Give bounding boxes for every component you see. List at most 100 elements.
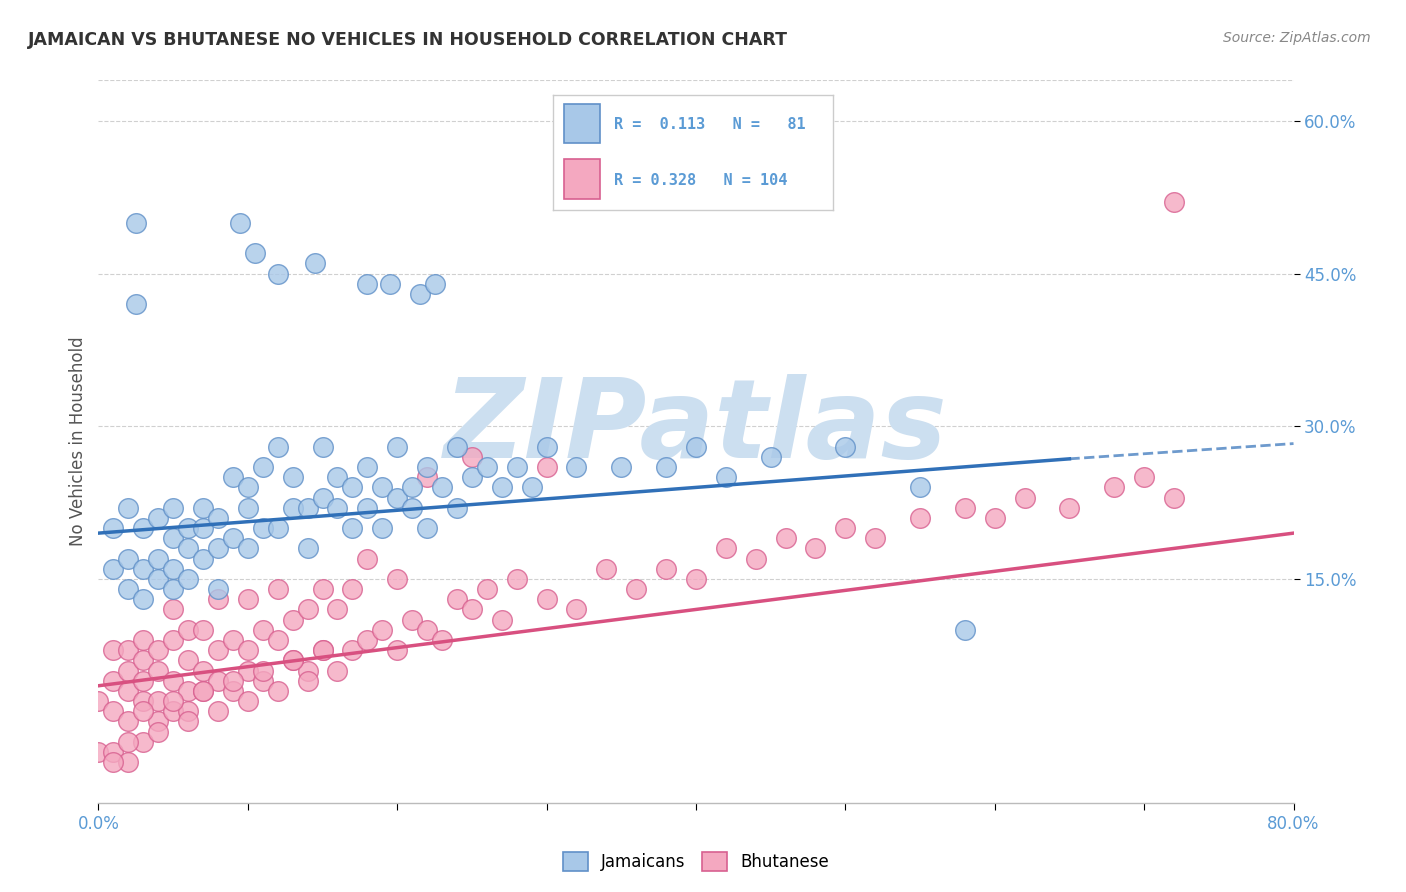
Point	[177, 714, 200, 729]
Point	[685, 440, 707, 454]
Point	[356, 551, 378, 566]
Text: ZIPatlas: ZIPatlas	[444, 374, 948, 481]
Point	[685, 572, 707, 586]
Point	[385, 440, 409, 454]
Point	[461, 602, 484, 616]
Point	[191, 684, 214, 698]
Point	[1059, 500, 1081, 515]
Point	[207, 643, 229, 657]
Point	[252, 623, 274, 637]
Point	[371, 623, 394, 637]
Point	[1014, 491, 1036, 505]
Point	[162, 694, 184, 708]
Point	[103, 704, 125, 718]
Point	[446, 440, 468, 454]
Point	[236, 541, 259, 556]
Point	[177, 623, 200, 637]
Point	[162, 582, 184, 596]
Point	[162, 562, 184, 576]
Point	[342, 582, 364, 596]
Point	[416, 470, 439, 484]
Point	[148, 511, 170, 525]
Point	[326, 664, 349, 678]
Point	[222, 684, 245, 698]
Point	[222, 531, 245, 545]
Point	[267, 521, 290, 535]
Point	[520, 480, 543, 494]
Point	[385, 491, 409, 505]
Point	[416, 623, 439, 637]
Point	[565, 602, 588, 616]
Point	[267, 632, 290, 647]
Point	[267, 267, 290, 281]
Point	[461, 450, 484, 464]
Point	[356, 460, 378, 475]
Point	[446, 500, 468, 515]
Point	[252, 673, 274, 688]
Point	[207, 511, 229, 525]
Point	[222, 632, 245, 647]
Point	[311, 643, 333, 657]
Point	[267, 684, 290, 698]
Point	[655, 562, 678, 576]
Point	[775, 531, 797, 545]
Point	[132, 673, 155, 688]
Point	[207, 704, 229, 718]
Point	[865, 531, 887, 545]
Point	[267, 440, 290, 454]
Point	[745, 551, 768, 566]
Point	[385, 572, 409, 586]
Point	[125, 297, 148, 311]
Point	[236, 500, 259, 515]
Point	[191, 664, 214, 678]
Point	[714, 470, 737, 484]
Legend: Jamaicans, Bhutanese: Jamaicans, Bhutanese	[555, 845, 837, 878]
Point	[148, 714, 170, 729]
Point	[297, 541, 319, 556]
Point	[148, 551, 170, 566]
Point	[191, 521, 214, 535]
Text: JAMAICAN VS BHUTANESE NO VEHICLES IN HOUSEHOLD CORRELATION CHART: JAMAICAN VS BHUTANESE NO VEHICLES IN HOU…	[28, 31, 789, 49]
Point	[655, 460, 678, 475]
Point	[207, 541, 229, 556]
Point	[236, 664, 259, 678]
Point	[908, 511, 931, 525]
Point	[536, 460, 558, 475]
Point	[132, 592, 155, 607]
Point	[177, 572, 200, 586]
Point	[267, 582, 290, 596]
Point	[342, 480, 364, 494]
Point	[506, 572, 529, 586]
Point	[311, 643, 333, 657]
Point	[103, 521, 125, 535]
Point	[132, 632, 155, 647]
Point	[626, 582, 648, 596]
Point	[423, 277, 446, 291]
Point	[834, 440, 856, 454]
Point	[1133, 470, 1156, 484]
Point	[132, 521, 155, 535]
Text: Source: ZipAtlas.com: Source: ZipAtlas.com	[1223, 31, 1371, 45]
Point	[87, 694, 110, 708]
Point	[297, 664, 319, 678]
Point	[342, 643, 364, 657]
Point	[326, 470, 349, 484]
Point	[252, 521, 274, 535]
Point	[326, 500, 349, 515]
Point	[1163, 491, 1185, 505]
Point	[103, 673, 125, 688]
Y-axis label: No Vehicles in Household: No Vehicles in Household	[69, 336, 87, 547]
Point	[236, 592, 259, 607]
Point	[408, 287, 430, 301]
Point	[252, 460, 274, 475]
Point	[804, 541, 827, 556]
Point	[162, 704, 184, 718]
Point	[416, 521, 439, 535]
Point	[281, 613, 304, 627]
Point	[297, 673, 319, 688]
Point	[162, 632, 184, 647]
Point	[311, 491, 333, 505]
Point	[191, 500, 214, 515]
Point	[148, 724, 170, 739]
Point	[475, 460, 498, 475]
